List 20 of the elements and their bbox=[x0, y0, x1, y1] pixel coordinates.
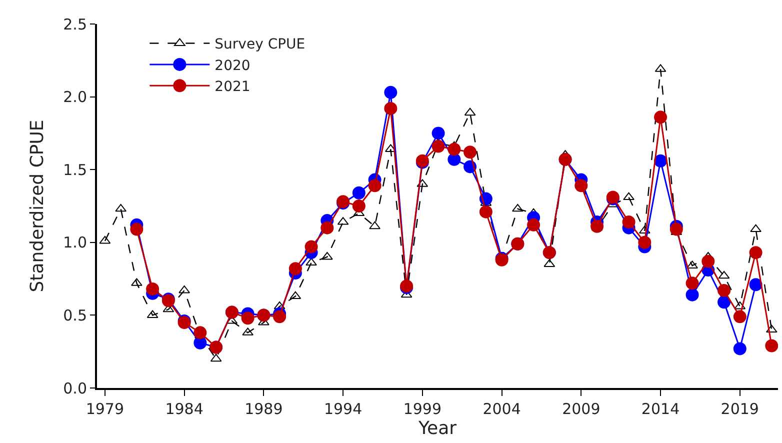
x-tick-label: 2009 bbox=[562, 400, 600, 418]
y-tick-label: 1.0 bbox=[63, 234, 87, 252]
y-axis-title: Standerdized CPUE bbox=[26, 120, 48, 292]
legend-label: 2021 bbox=[214, 79, 250, 96]
x-axis-title: Year bbox=[417, 418, 458, 439]
x-tick-label: 1999 bbox=[403, 400, 442, 418]
y-tick-label: 2.5 bbox=[63, 15, 87, 34]
legend-label: Survey CPUE bbox=[214, 36, 306, 53]
x-tick-label: 1994 bbox=[324, 400, 362, 418]
x-tick-label: 2019 bbox=[720, 400, 759, 418]
y-tick-label: 0.5 bbox=[63, 306, 87, 324]
x-tick-label: 1989 bbox=[244, 400, 283, 418]
y-tick-label: 2.0 bbox=[63, 88, 87, 106]
x-tick-label: 1979 bbox=[86, 400, 124, 418]
x-tick-label: 1984 bbox=[165, 400, 204, 418]
y-tick-label: 1.5 bbox=[63, 160, 87, 179]
x-tick-label: 2014 bbox=[641, 400, 680, 418]
legend-label: 2020 bbox=[214, 58, 250, 74]
y-tick-label: 0.0 bbox=[63, 379, 87, 398]
x-tick-label: 2004 bbox=[482, 400, 521, 418]
